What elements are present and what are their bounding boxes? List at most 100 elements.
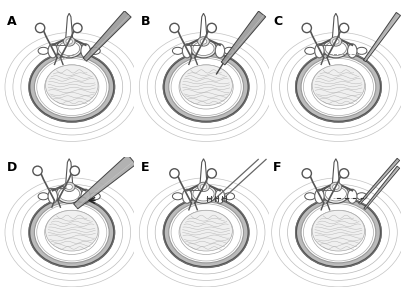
Ellipse shape: [296, 52, 381, 122]
Ellipse shape: [215, 44, 225, 58]
Polygon shape: [363, 12, 401, 62]
Ellipse shape: [34, 56, 109, 118]
Ellipse shape: [301, 56, 376, 118]
Ellipse shape: [38, 193, 49, 200]
Ellipse shape: [164, 198, 249, 267]
Polygon shape: [200, 159, 207, 185]
Ellipse shape: [315, 44, 324, 58]
Ellipse shape: [200, 184, 207, 190]
Ellipse shape: [48, 44, 57, 58]
Polygon shape: [83, 11, 131, 61]
Ellipse shape: [172, 193, 183, 200]
Ellipse shape: [59, 187, 80, 201]
Ellipse shape: [163, 51, 249, 122]
Ellipse shape: [38, 47, 49, 54]
Ellipse shape: [356, 193, 367, 200]
Polygon shape: [332, 159, 339, 185]
Polygon shape: [364, 166, 400, 209]
Ellipse shape: [182, 44, 192, 58]
Circle shape: [339, 23, 349, 33]
Circle shape: [170, 23, 179, 33]
Ellipse shape: [325, 187, 346, 201]
Ellipse shape: [305, 47, 315, 54]
Ellipse shape: [198, 182, 209, 191]
Ellipse shape: [198, 37, 209, 46]
Ellipse shape: [323, 39, 349, 58]
Ellipse shape: [28, 51, 115, 122]
Ellipse shape: [200, 39, 207, 44]
Ellipse shape: [48, 189, 57, 203]
Ellipse shape: [348, 44, 357, 58]
Ellipse shape: [169, 56, 243, 118]
Ellipse shape: [59, 42, 80, 55]
Polygon shape: [66, 13, 73, 39]
Ellipse shape: [190, 185, 217, 203]
Ellipse shape: [315, 189, 324, 203]
Polygon shape: [358, 158, 400, 204]
Ellipse shape: [164, 52, 249, 122]
Ellipse shape: [295, 51, 382, 122]
Ellipse shape: [180, 210, 232, 251]
Ellipse shape: [163, 197, 249, 268]
Ellipse shape: [323, 185, 349, 203]
Ellipse shape: [63, 182, 75, 191]
Ellipse shape: [348, 189, 357, 203]
Polygon shape: [200, 13, 207, 39]
Circle shape: [207, 23, 217, 33]
Ellipse shape: [224, 193, 235, 200]
Text: B: B: [141, 15, 150, 28]
Ellipse shape: [332, 39, 339, 44]
Ellipse shape: [172, 47, 183, 54]
Circle shape: [302, 169, 312, 178]
Ellipse shape: [296, 198, 381, 267]
Ellipse shape: [90, 47, 100, 54]
Ellipse shape: [182, 189, 192, 203]
Ellipse shape: [81, 44, 90, 58]
Ellipse shape: [46, 210, 98, 251]
Ellipse shape: [81, 189, 90, 203]
Ellipse shape: [29, 52, 114, 122]
Ellipse shape: [180, 65, 232, 105]
Ellipse shape: [78, 197, 86, 202]
Ellipse shape: [325, 42, 346, 55]
Circle shape: [35, 23, 45, 33]
Ellipse shape: [332, 184, 339, 190]
Ellipse shape: [312, 65, 365, 105]
Circle shape: [33, 166, 42, 175]
Ellipse shape: [66, 39, 73, 44]
Ellipse shape: [28, 197, 115, 268]
Text: E: E: [141, 161, 150, 174]
Circle shape: [70, 166, 79, 175]
Text: F: F: [273, 161, 282, 174]
Polygon shape: [221, 11, 266, 65]
Ellipse shape: [29, 198, 114, 267]
Ellipse shape: [56, 39, 82, 58]
Circle shape: [207, 169, 217, 178]
Ellipse shape: [169, 202, 243, 263]
Text: A: A: [7, 15, 16, 28]
Ellipse shape: [215, 189, 225, 203]
Ellipse shape: [193, 187, 214, 201]
Ellipse shape: [301, 202, 376, 263]
Ellipse shape: [356, 47, 367, 54]
Ellipse shape: [34, 202, 109, 263]
Text: C: C: [273, 15, 282, 28]
Ellipse shape: [190, 39, 217, 58]
Ellipse shape: [66, 184, 73, 190]
Circle shape: [339, 169, 349, 178]
Ellipse shape: [295, 197, 382, 268]
Polygon shape: [66, 159, 73, 185]
Ellipse shape: [56, 185, 82, 203]
Ellipse shape: [193, 42, 214, 55]
Ellipse shape: [330, 37, 342, 46]
Ellipse shape: [63, 37, 75, 46]
Ellipse shape: [312, 210, 365, 251]
Circle shape: [302, 23, 312, 33]
Ellipse shape: [330, 182, 342, 191]
Ellipse shape: [46, 65, 98, 105]
Text: D: D: [7, 161, 17, 174]
Ellipse shape: [90, 193, 100, 200]
Polygon shape: [332, 13, 339, 39]
Circle shape: [170, 169, 179, 178]
Ellipse shape: [224, 47, 235, 54]
